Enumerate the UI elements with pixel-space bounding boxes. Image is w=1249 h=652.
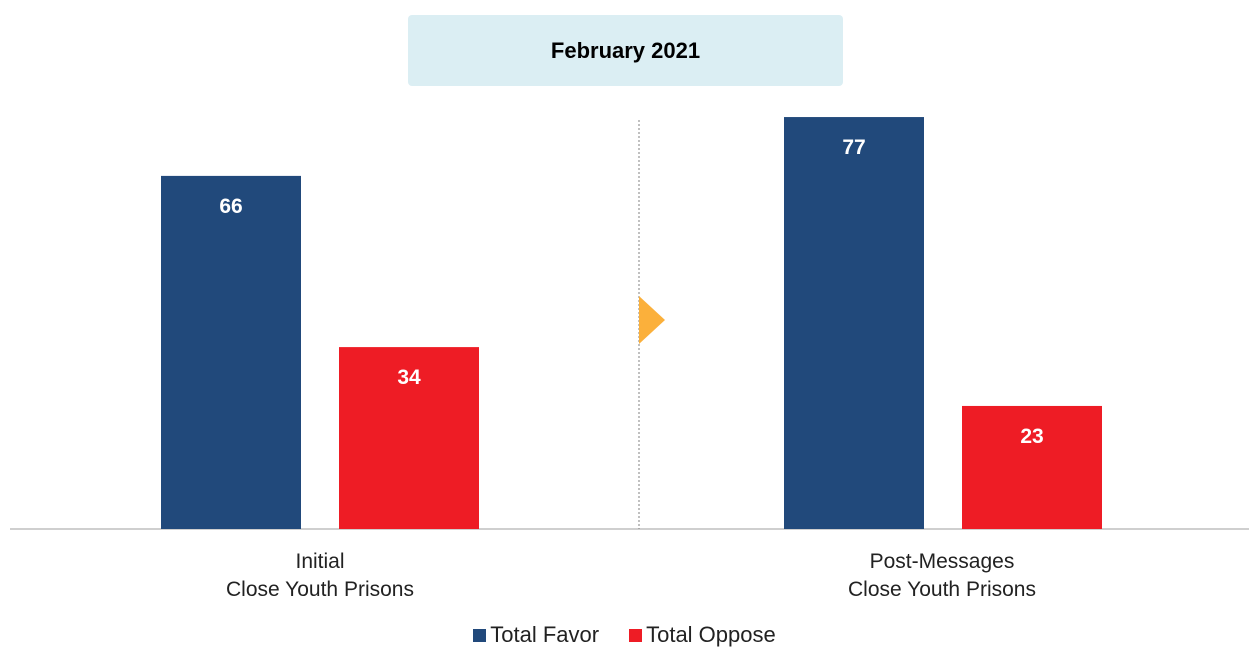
legend-item-oppose: Total Oppose: [629, 622, 776, 648]
bar-oppose-1: [962, 405, 1102, 529]
legend: Total Favor Total Oppose: [0, 622, 1249, 648]
category-label-initial: Initial Close Youth Prisons: [120, 548, 520, 604]
category-label-post-line2: Close Youth Prisons: [848, 578, 1036, 601]
legend-label-favor: Total Favor: [490, 622, 600, 647]
arrow-icon: [639, 296, 665, 344]
category-label-post-line1: Post-Messages: [869, 550, 1015, 573]
legend-item-favor: Total Favor: [473, 622, 599, 648]
bar-oppose-0: [339, 347, 479, 529]
chart-title: February 2021: [550, 37, 701, 63]
bar-favor-1: [784, 117, 924, 530]
data-label-oppose-0: 34: [397, 366, 421, 389]
category-label-initial-line1: Initial: [295, 550, 345, 573]
data-label-favor-1: 77: [842, 136, 865, 159]
legend-swatch-favor: [473, 628, 487, 642]
category-label-initial-line2: Close Youth Prisons: [226, 578, 414, 601]
category-label-post: Post-Messages Close Youth Prisons: [742, 548, 1142, 604]
legend-label-oppose: Total Oppose: [646, 622, 776, 647]
data-label-oppose-1: 23: [1020, 425, 1043, 448]
chart-title-box: February 2021: [408, 15, 843, 86]
legend-swatch-oppose: [629, 628, 643, 642]
bar-favor-0: [161, 175, 301, 529]
data-label-favor-0: 66: [219, 195, 242, 218]
